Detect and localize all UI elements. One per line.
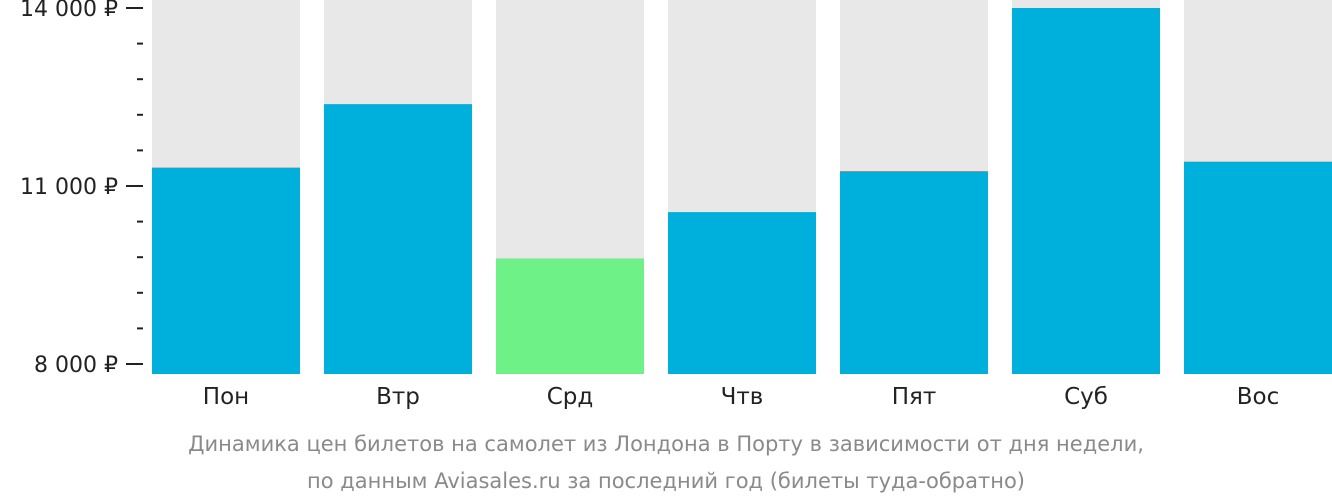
bar — [152, 167, 300, 374]
y-tick-label: 11 000 ₽ — [20, 175, 118, 200]
x-tick-label: Срд — [547, 384, 594, 410]
y-tick-label: 8 000 ₽ — [34, 353, 118, 378]
bar — [840, 171, 988, 374]
y-axis: 14 000 ₽ 11 000 ₽ 8 000 ₽ — [20, 0, 143, 378]
x-tick-label: Втр — [376, 384, 420, 410]
caption-line-1: Динамика цен билетов на самолет из Лондо… — [188, 432, 1144, 456]
bar — [668, 212, 816, 374]
bars — [152, 0, 1332, 375]
weekday-price-chart: 14 000 ₽ 11 000 ₽ 8 000 ₽ Пон Втр Срд Чтв Пят С… — [20, 0, 1332, 410]
chart-caption: Динамика цен билетов на самолет из Лондо… — [0, 426, 1332, 500]
bar — [1012, 8, 1160, 374]
x-axis: Пон Втр Срд Чтв Пят Суб Вос — [203, 384, 1279, 410]
x-tick-label: Чтв — [721, 384, 764, 410]
x-tick-label: Пон — [203, 384, 249, 410]
bar — [496, 258, 644, 374]
caption-line-2: по данным Aviasales.ru за последний год … — [307, 469, 1025, 493]
bar — [1184, 161, 1332, 374]
x-tick-label: Суб — [1064, 384, 1108, 410]
y-tick-label: 14 000 ₽ — [20, 0, 118, 22]
bar — [324, 104, 472, 375]
x-tick-label: Вос — [1237, 384, 1280, 410]
x-tick-label: Пят — [892, 384, 937, 410]
